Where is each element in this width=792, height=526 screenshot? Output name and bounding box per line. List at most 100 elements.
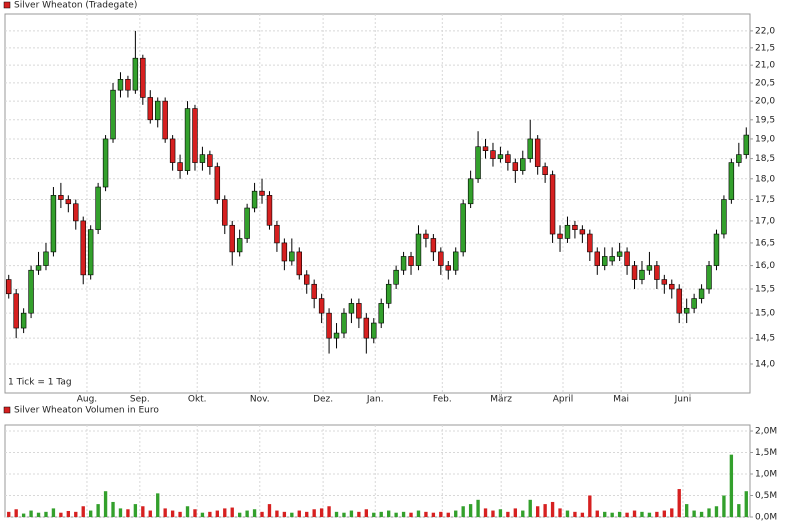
candle-body — [557, 233, 563, 239]
candle-body — [251, 190, 258, 209]
candle-body — [423, 233, 429, 239]
volume-bar — [282, 511, 287, 517]
volume-bar — [714, 506, 719, 517]
y-tick-label: 16,5 — [755, 238, 775, 248]
volume-bar — [476, 499, 480, 517]
candle-body — [683, 307, 690, 314]
volume-bar — [424, 511, 428, 517]
x-tick-label: März — [490, 395, 512, 405]
candle-body — [542, 166, 548, 176]
y-tick-label: 2,0M — [755, 427, 777, 437]
volume-bar — [513, 508, 518, 517]
candle-body — [50, 195, 57, 253]
volume-bar — [588, 495, 592, 517]
candle-body — [713, 233, 720, 266]
volume-bar — [342, 512, 346, 517]
candle-body — [274, 224, 280, 244]
volume-bar — [36, 512, 41, 517]
candle-body — [624, 251, 630, 266]
candle-body — [385, 283, 392, 304]
volume-bar — [454, 510, 458, 517]
candle-body — [363, 317, 370, 339]
volume-bar — [573, 511, 577, 517]
y-tick-label: 21,0 — [755, 61, 775, 71]
volume-bar — [237, 512, 242, 517]
candle-body — [534, 138, 541, 167]
volume-bar — [498, 509, 503, 517]
volume-panel — [4, 424, 751, 518]
y-tick-label: 17,5 — [755, 195, 775, 205]
candle-body — [102, 138, 109, 188]
candle-body — [244, 207, 250, 239]
candle-body — [147, 97, 153, 121]
volume-bar — [208, 511, 212, 517]
x-tick-label: Jan. — [366, 395, 384, 405]
y-tick-label: 16,0 — [755, 261, 775, 271]
candle-body — [512, 162, 519, 171]
candle-body — [661, 279, 668, 285]
volume-bar — [640, 511, 644, 517]
volume-bar — [409, 512, 413, 517]
candle-body — [430, 238, 437, 253]
candle-body — [482, 146, 489, 151]
candle-body — [594, 251, 600, 266]
volume-bar — [610, 512, 614, 517]
volume-bar — [550, 501, 555, 517]
candle-body — [214, 166, 221, 200]
volume-bar — [558, 508, 562, 517]
volume-bar — [692, 510, 696, 517]
x-tick-label: Sep. — [130, 395, 150, 405]
candle-body — [646, 265, 653, 271]
candle-body — [572, 224, 578, 230]
volume-bar — [446, 512, 450, 517]
candle-body — [13, 293, 19, 329]
volume-bar — [118, 508, 123, 517]
candle-body — [155, 100, 161, 121]
volume-bar — [163, 508, 167, 517]
candle-body — [318, 298, 325, 314]
volume-bar — [521, 510, 525, 517]
volume-bar — [670, 508, 674, 517]
volume-bar — [357, 511, 361, 517]
volume-bar — [543, 504, 547, 517]
candle-body — [706, 265, 712, 290]
candle-body — [549, 174, 556, 235]
y-tick-label: 15,0 — [755, 309, 775, 319]
volume-bar — [148, 510, 152, 517]
volume-bar — [59, 512, 63, 517]
candle-body — [721, 199, 727, 235]
candle-body — [654, 265, 660, 280]
volume-bar — [535, 506, 540, 517]
candle-body — [639, 269, 645, 280]
legend-label: Silver Wheaton (Tradegate) — [14, 1, 137, 11]
candle-body — [408, 256, 414, 266]
candle-body — [169, 138, 176, 163]
volume-bar — [245, 510, 249, 517]
y-tick-label: 20,0 — [755, 97, 775, 107]
volume-bar — [275, 510, 279, 517]
volume-bar — [483, 508, 488, 517]
y-tick-label: 18,5 — [755, 154, 775, 164]
candle-body — [587, 233, 593, 253]
volume-bar — [364, 509, 369, 517]
candle-body — [348, 303, 355, 314]
volume-bar — [334, 511, 339, 517]
y-tick-label: 21,5 — [755, 43, 775, 53]
volume-bar — [655, 511, 659, 517]
volume-bar — [468, 504, 473, 517]
x-tick-label: Feb. — [433, 395, 452, 405]
volume-bar — [44, 511, 48, 517]
y-tick-label: 19,5 — [755, 115, 775, 125]
candle-body — [80, 220, 86, 276]
volume-bar — [744, 491, 748, 517]
y-tick-label: 1,5M — [755, 448, 777, 458]
candle-body — [736, 154, 742, 163]
candle-body — [87, 229, 94, 276]
candle-body — [289, 251, 295, 262]
volume-bar — [737, 504, 741, 517]
y-tick-label: 19,0 — [755, 134, 775, 144]
y-tick-label: 18,0 — [755, 174, 775, 184]
candle-body — [28, 269, 34, 314]
candle-body — [341, 312, 347, 334]
volume-bar — [729, 454, 734, 517]
